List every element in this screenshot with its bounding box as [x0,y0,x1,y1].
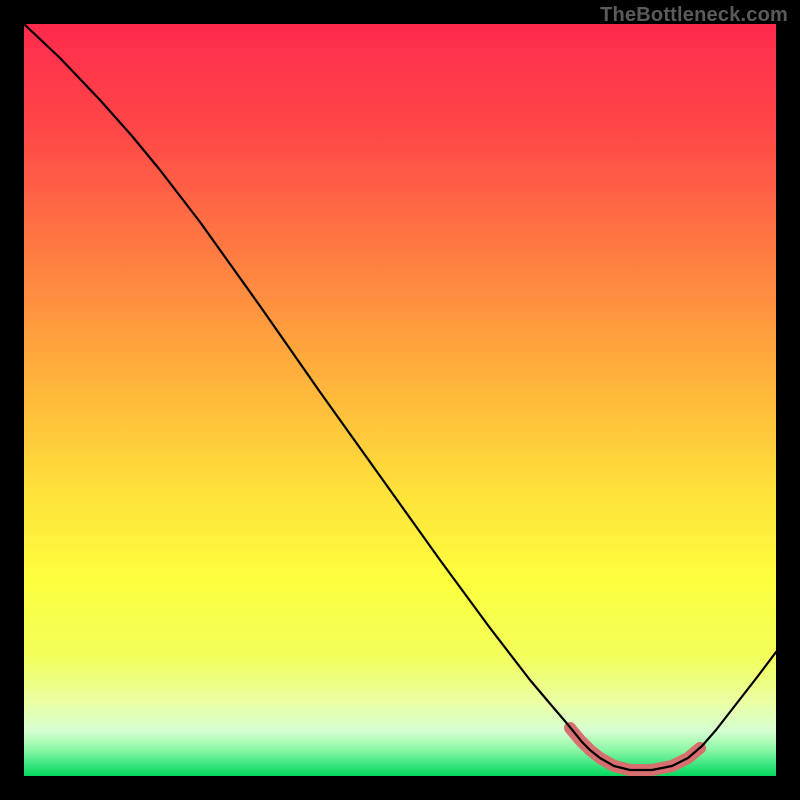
curve-highlight [570,728,700,770]
bottleneck-curve [24,24,776,770]
watermark-text: TheBottleneck.com [600,4,788,27]
chart-svg [0,0,800,800]
plot-background [24,24,776,776]
curve-highlight-end-dots [694,742,706,754]
chart-root: { "watermark": { "text": "TheBottleneck.… [0,0,800,800]
plot-frame [12,12,788,788]
